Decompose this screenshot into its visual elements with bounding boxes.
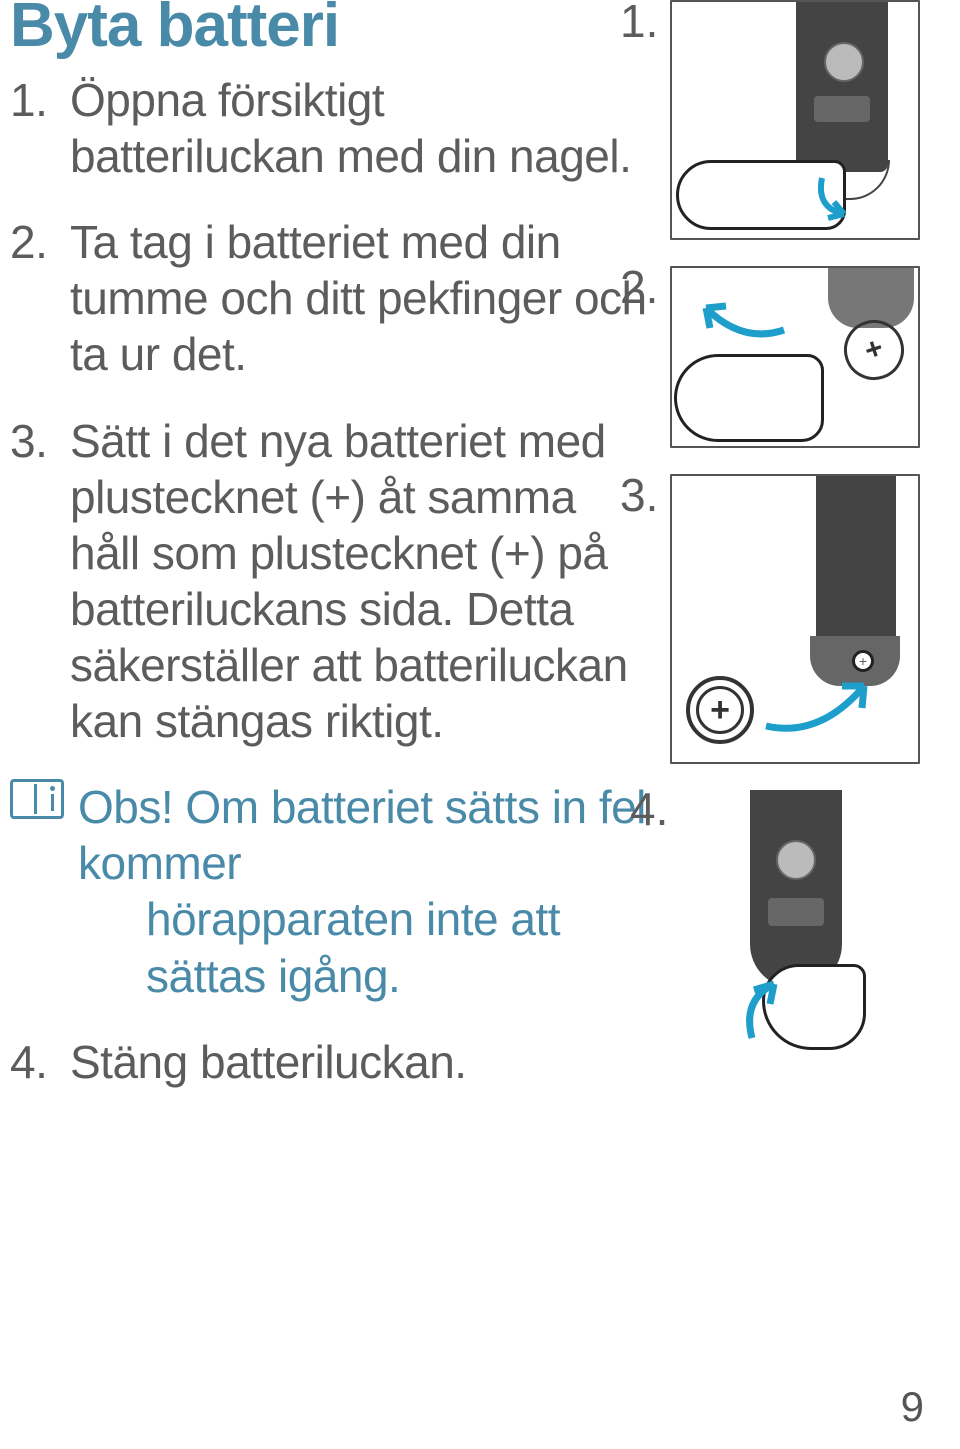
figure-frame xyxy=(670,0,920,240)
figure-2: 2. + xyxy=(660,266,930,448)
figure-4: 4. xyxy=(670,790,920,1050)
figure-column: 1. 2. + 3 xyxy=(660,0,930,1076)
finger-icon xyxy=(674,354,824,442)
info-icon xyxy=(10,779,64,819)
figure-caption: 2. xyxy=(620,260,658,314)
note-row: Obs! Om batteriet sätts in fel kommer hö… xyxy=(10,779,650,1003)
note-rest-2: hörapparaten inte att sättas igång. xyxy=(78,891,650,1003)
device-grill-icon xyxy=(768,898,824,926)
step-list: 1. Öppna försiktigt batteriluckan med di… xyxy=(10,72,650,749)
step-3: 3. Sätt i det nya batteriet med plusteck… xyxy=(10,413,650,750)
note-text: Obs! Om batteriet sätts in fel kommer hö… xyxy=(78,779,650,1003)
device-button-icon xyxy=(824,42,864,82)
figure-3: 3. + + xyxy=(660,474,930,764)
step-list-continued: 4. Stäng batteriluckan. xyxy=(10,1034,650,1090)
plus-mark: + xyxy=(710,691,730,730)
arrow-icon xyxy=(814,174,874,224)
plus-mark: + xyxy=(860,331,887,369)
figure-frame: + + xyxy=(670,474,920,764)
instruction-body: 1. Öppna försiktigt batteriluckan med di… xyxy=(10,72,650,1120)
plus-mark: + xyxy=(859,653,867,669)
arrow-icon xyxy=(740,976,800,1026)
device-body-icon xyxy=(796,2,888,172)
step-number: 3. xyxy=(10,413,56,750)
figure-caption: 4. xyxy=(630,782,668,836)
arrow-icon xyxy=(684,284,744,334)
note-lead: Obs! xyxy=(78,781,173,833)
step-text: Stäng batteriluckan. xyxy=(70,1034,467,1090)
arrow-icon xyxy=(760,668,820,718)
page-title: Byta batteri xyxy=(10,0,339,60)
step-2: 2. Ta tag i batteriet med din tumme och … xyxy=(10,214,650,382)
step-text: Öppna försiktigt batteriluckan med din n… xyxy=(70,72,650,184)
device-button-icon xyxy=(776,840,816,880)
step-number: 4. xyxy=(10,1034,56,1090)
page-number: 9 xyxy=(901,1383,924,1431)
step-text: Ta tag i batteriet med din tumme och dit… xyxy=(70,214,650,382)
step-4: 4. Stäng batteriluckan. xyxy=(10,1034,650,1090)
step-text: Sätt i det nya batteriet med plustecknet… xyxy=(70,413,650,750)
step-1: 1. Öppna försiktigt batteriluckan med di… xyxy=(10,72,650,184)
device-grill-icon xyxy=(814,96,870,122)
step-number: 1. xyxy=(10,72,56,184)
battery-icon: + xyxy=(686,676,754,744)
figure-frame: + xyxy=(670,266,920,448)
device-body-icon xyxy=(816,476,896,646)
figure-1: 1. xyxy=(660,0,930,240)
page: Byta batteri 1. Öppna försiktigt batteri… xyxy=(0,0,960,1449)
figure-caption: 3. xyxy=(620,468,658,522)
figure-caption: 1. xyxy=(620,0,658,48)
step-number: 2. xyxy=(10,214,56,382)
device-body-icon xyxy=(750,790,842,988)
